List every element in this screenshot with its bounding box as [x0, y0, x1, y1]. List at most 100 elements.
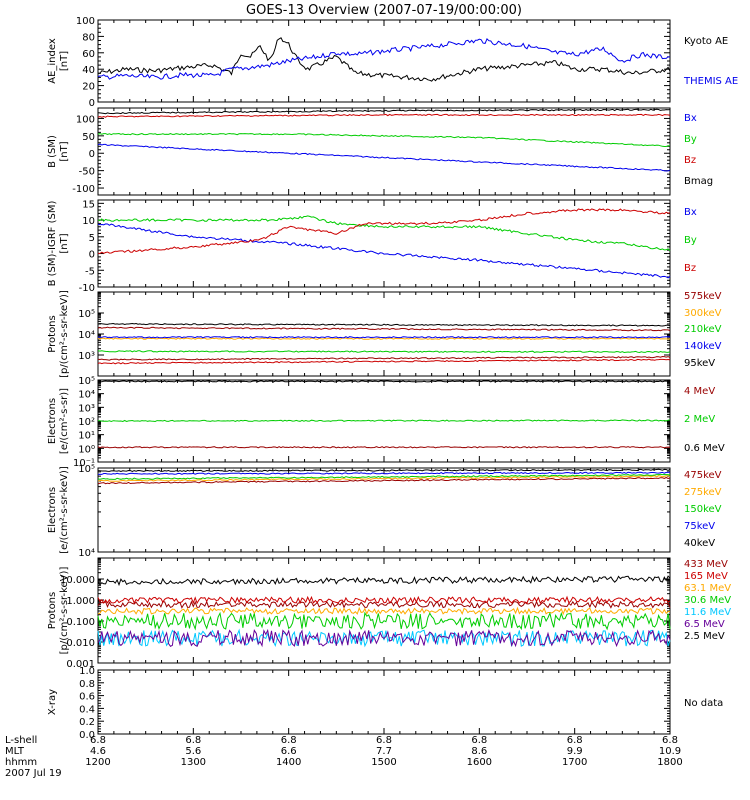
y-tick-label: 10⁻¹: [73, 458, 95, 469]
y-tick-label: 40: [82, 65, 95, 76]
legend-entry: Bz: [684, 263, 696, 274]
x-tick-label: 6.8: [662, 735, 678, 746]
panel-p_low: 10³ 10⁴ 10⁵ Protons [p/(cm²-s-sr-keV)] 575keV…: [47, 290, 722, 378]
x-row-label: MLT: [5, 746, 25, 757]
panel-ae: 0 20 40 60 80 100 AE_index [nT] Kyoto AE THEMIS A…: [47, 16, 738, 109]
y-tick-label: 0.100: [66, 617, 95, 628]
y-tick-label: 1.0: [79, 666, 95, 677]
y-tick-label: 0.6: [79, 692, 95, 703]
x-tick-label: 6.8: [567, 735, 583, 746]
series-line-bx: [97, 223, 671, 279]
panel-frame: [97, 669, 671, 735]
y-axis-units: [nT]: [59, 51, 70, 71]
x-tick-label: 6.8: [471, 735, 487, 746]
y-tick-label: 10¹: [78, 431, 95, 442]
x-tick-label: 1500: [371, 757, 396, 768]
y-axis-label: B (SM)-IGRF (SM): [47, 201, 58, 287]
legend-entry: 210keV: [684, 324, 722, 335]
y-tick-label: 10: [82, 216, 95, 227]
series-line-75kev: [97, 471, 671, 475]
x-tick-label: 1200: [85, 757, 110, 768]
y-axis-units: [nT]: [59, 141, 70, 161]
x-row-label: hhmm: [5, 757, 37, 768]
y-tick-label: 10⁴: [78, 330, 95, 341]
series-line-95kev: [97, 322, 671, 327]
y-tick-label: -5: [85, 266, 95, 277]
y-tick-label: 50: [82, 132, 95, 143]
legend-entry: 0.6 MeV: [684, 443, 725, 454]
y-axis-units: [e/(cm²-s-sr-keV)]: [59, 466, 70, 554]
y-tick-label: 10⁰: [78, 444, 95, 455]
y-axis-units: [e/(cm²-s-sr)]: [59, 388, 70, 454]
series-line-275kev: [97, 475, 671, 482]
y-tick-label: 80: [82, 32, 95, 43]
y-tick-label: 10⁵: [78, 309, 95, 320]
series-line-themis-ae: [97, 38, 671, 80]
series-line-30.6-mev: [97, 611, 671, 631]
legend-entry: 95keV: [684, 358, 715, 369]
panel-bsm: -100 -50 0 50 100 B (SM) [nT] Bx By Bz Bmag: [47, 107, 713, 196]
panel-bigrf: -10 -5 0 5 10 15 B (SM)-IGRF (SM) [nT] Bx By Bz: [47, 199, 697, 294]
series-line-575kev: [97, 326, 671, 332]
y-tick-label: 10⁴: [78, 390, 95, 401]
panel-frame: [97, 291, 671, 377]
legend-entry: By: [684, 235, 697, 246]
series-line-by: [97, 132, 670, 147]
legend-entry: Bx: [684, 207, 697, 218]
legend-entry: Bz: [684, 155, 696, 166]
y-axis-units: [nT]: [59, 233, 70, 253]
y-tick-label: 0.4: [79, 704, 95, 715]
x-tick-label: 5.6: [185, 746, 201, 757]
x-tick-label: 6.6: [281, 746, 297, 757]
series-line-low1: [97, 358, 671, 365]
y-tick-label: 10³: [78, 403, 95, 414]
y-tick-label: 10³: [78, 351, 95, 362]
legend-entry: 75keV: [684, 521, 715, 532]
y-tick-label: 0: [89, 98, 95, 109]
x-tick-label: 1700: [562, 757, 587, 768]
series-line-2-mev: [97, 419, 671, 423]
series-line-bz: [97, 208, 671, 255]
series-line-63.1-mev: [97, 606, 671, 616]
legend-entry: 2 MeV: [684, 414, 715, 425]
y-tick-label: -100: [72, 184, 95, 195]
y-tick-label: 0: [89, 149, 95, 160]
x-tick-label: 9.9: [567, 746, 583, 757]
legend-entry: 275keV: [684, 487, 722, 498]
panel-frame: [97, 19, 671, 103]
legend-entry: 433 MeV: [684, 559, 728, 570]
no-data-note: No data: [684, 698, 723, 709]
series-line-150kev: [97, 473, 671, 480]
series-line-bx: [97, 143, 671, 172]
y-tick-label: 0: [89, 250, 95, 261]
y-axis-label: Electrons: [47, 398, 58, 444]
y-tick-label: 10²: [78, 417, 95, 428]
legend-entry: 2.5 MeV: [684, 631, 725, 642]
y-tick-label: 100: [76, 16, 95, 27]
series-line-by: [97, 215, 671, 252]
y-tick-label: 20: [82, 82, 95, 93]
x-tick-label: 7.7: [376, 746, 392, 757]
series-line-0.6-mev: [97, 380, 671, 383]
y-tick-label: 10⁵: [78, 376, 95, 387]
x-tick-label: 6.8: [185, 735, 201, 746]
legend-entry: 150keV: [684, 504, 722, 515]
y-tick-label: -10: [79, 283, 95, 294]
legend-entry: Bmag: [684, 176, 713, 187]
y-tick-label: 10⁴: [78, 548, 95, 559]
legend-entry: THEMIS AE: [683, 76, 738, 87]
y-axis-label: Protons: [47, 592, 58, 629]
legend-entry: 140keV: [684, 341, 722, 352]
series-line-4-mev: [97, 446, 671, 449]
series-line-11.6-mev: [97, 628, 671, 648]
y-tick-label: 1.000: [66, 596, 95, 607]
y-axis-units: [p/(cm²-s-sr-keV)]: [59, 567, 70, 655]
legend-entry: 63.1 MeV: [684, 583, 731, 594]
legend-entry: 4 MeV: [684, 386, 715, 397]
y-axis-label: X-ray: [47, 689, 58, 715]
series-line-bz: [97, 113, 671, 118]
y-axis-label: Protons: [47, 315, 58, 352]
